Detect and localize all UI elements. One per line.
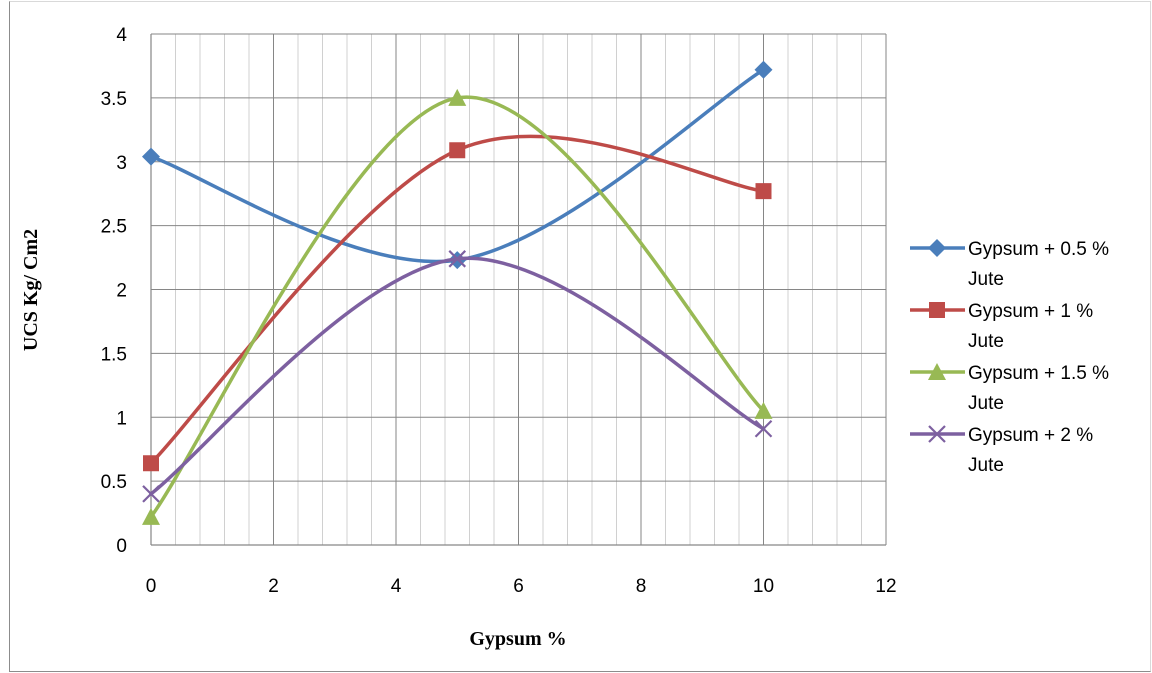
legend-label: Jute (968, 331, 1004, 352)
series-line (149, 256, 766, 496)
chart-frame (9, 1, 1151, 672)
data-point-triangle (754, 401, 773, 419)
legend-marker-triangle (928, 363, 946, 380)
series-line (149, 134, 766, 465)
legend-marker-x (928, 425, 946, 443)
data-point-triangle (142, 507, 160, 525)
data-point-diamond (142, 147, 160, 166)
legend-label: Jute (968, 393, 1004, 414)
legend-entry-3: Gypsum + 1.5 % Jute (910, 363, 1109, 414)
legend-label: Jute (968, 455, 1004, 476)
data-point-x (142, 485, 160, 503)
data-point-square (143, 455, 159, 472)
data-point-diamond (754, 60, 773, 79)
data-point-triangle (448, 88, 467, 106)
y-tick-label: 1 (116, 408, 127, 429)
series-line (149, 95, 766, 519)
y-tick-label: 1.5 (101, 344, 127, 365)
data-point-x (754, 419, 773, 438)
legend-label: Gypsum + 0.5 % (968, 239, 1109, 260)
y-tick-label: 2.5 (101, 217, 127, 238)
legend-label: Gypsum + 2 % (968, 425, 1093, 446)
x-tick-label: 0 (146, 576, 157, 597)
y-tick-label: 3.5 (101, 89, 127, 110)
y-tick-label: 3 (116, 153, 127, 174)
legend-marker-square (929, 302, 945, 318)
data-point-square (755, 183, 772, 200)
y-axis-title: UCS Kg/ Cm2 (20, 229, 42, 351)
grid-layer (151, 33, 887, 545)
data-point-square (449, 142, 466, 159)
series-2 (143, 134, 772, 472)
x-tick-label: 2 (268, 576, 279, 597)
y-tick-label: 0 (116, 536, 127, 557)
x-tick-label: 8 (636, 576, 647, 597)
x-tick-label: 4 (391, 576, 402, 597)
data-point-x (448, 250, 467, 268)
y-tick-label: 0.5 (101, 472, 127, 493)
legend-label: Gypsum + 1 % (968, 301, 1093, 322)
legend-entry-4: Gypsum + 2 % Jute (910, 425, 1093, 476)
legend-entry-1: Gypsum + 0.5 % Jute (910, 239, 1109, 290)
legend-entry-2: Gypsum + 1 % Jute (910, 301, 1093, 352)
y-tick-label: 4 (116, 25, 127, 46)
y-tick-label: 2 (116, 281, 127, 302)
x-axis-title: Gypsum % (469, 628, 566, 650)
legend-label: Jute (968, 269, 1004, 290)
x-tick-label: 10 (753, 576, 774, 597)
tick-label-layer: 0 0.5 1 1.5 2 2.5 3 3.5 4 0 2 4 6 8 10 12 (101, 25, 897, 597)
x-tick-label: 12 (875, 576, 896, 597)
x-tick-label: 6 (513, 576, 524, 597)
series-4 (142, 250, 773, 503)
legend-label: Gypsum + 1.5 % (968, 363, 1109, 384)
series-3 (142, 88, 773, 525)
series-layer (142, 60, 773, 525)
legend-marker-diamond (928, 239, 946, 257)
